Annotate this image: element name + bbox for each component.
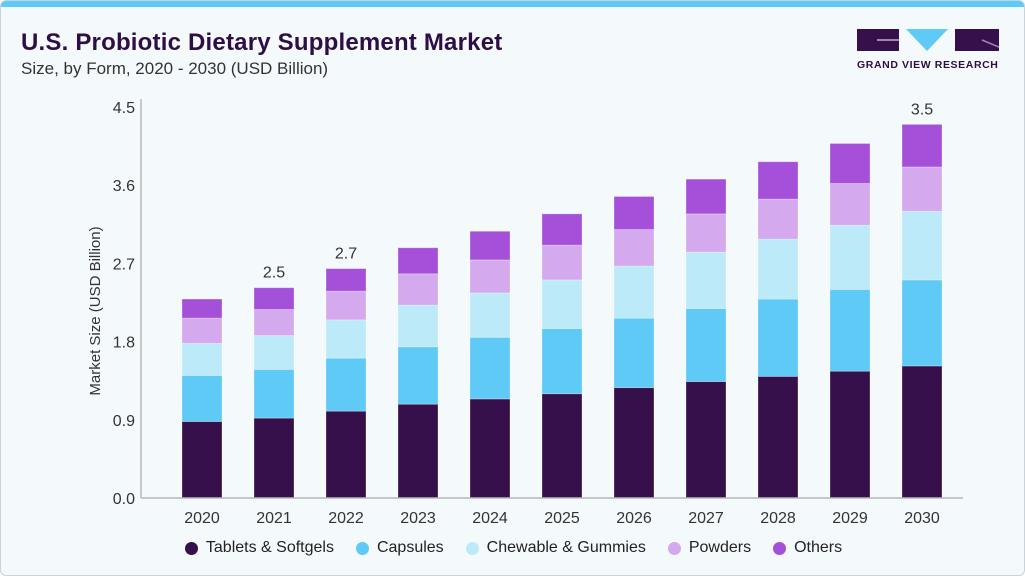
- legend-label: Powders: [688, 539, 752, 556]
- bar-segment-others-2023: [397, 247, 439, 275]
- y-tick-label: 0.9: [113, 413, 135, 430]
- legend-item: Powders: [667, 539, 752, 557]
- legend-label: Chewable & Gummies: [486, 539, 646, 556]
- bar-segment-chewable-gummies-2028: [757, 238, 799, 300]
- bar-segment-chewable-gummies-2025: [541, 279, 583, 329]
- bar-segment-others-2021: [253, 287, 295, 310]
- bar-segment-chewable-gummies-2024: [469, 292, 511, 338]
- bar-segment-capsules-2022: [325, 357, 367, 412]
- bar-segment-tablets-softgels-2030: [901, 365, 943, 499]
- legend-label: Others: [794, 539, 843, 556]
- y-axis-label: Market Size (USD Billion): [87, 226, 104, 395]
- legend-swatch: [184, 541, 198, 555]
- bar-segment-capsules-2028: [757, 298, 799, 377]
- bar-segment-others-2020: [181, 298, 223, 319]
- bar-segment-tablets-softgels-2021: [253, 417, 295, 499]
- data-label-2021: 2.5: [263, 265, 285, 282]
- bar-segment-tablets-softgels-2027: [685, 381, 727, 499]
- data-label-2022: 2.7: [335, 246, 357, 263]
- x-tick-label: 2026: [616, 510, 652, 527]
- legend-item: Others: [773, 539, 842, 557]
- bar-segment-powders-2021: [253, 309, 295, 336]
- bar-segment-others-2027: [685, 178, 727, 215]
- bar-segment-powders-2028: [757, 198, 799, 240]
- bar-segment-powders-2020: [181, 317, 223, 344]
- bar-segment-tablets-softgels-2024: [469, 398, 511, 499]
- bar-segment-capsules-2021: [253, 369, 295, 419]
- bar-segment-others-2026: [613, 196, 655, 230]
- x-tick-label: 2030: [904, 510, 940, 527]
- y-tick-label: 2.7: [113, 256, 135, 273]
- bar-segment-chewable-gummies-2027: [685, 251, 727, 309]
- bar-segment-capsules-2027: [685, 308, 727, 382]
- grand-view-research-logo: [857, 29, 999, 51]
- bar-segment-capsules-2024: [469, 336, 511, 400]
- bar-segment-powders-2025: [541, 244, 583, 281]
- bar-segment-capsules-2025: [541, 328, 583, 395]
- x-tick-label: 2021: [256, 510, 292, 527]
- x-tick-label: 2027: [688, 510, 724, 527]
- x-tick-label: 2024: [472, 510, 508, 527]
- logo-text: GRAND VIEW RESEARCH: [857, 59, 999, 71]
- bar-segment-chewable-gummies-2029: [829, 224, 871, 290]
- bar-segment-chewable-gummies-2021: [253, 335, 295, 370]
- accent-strip: [1, 1, 1024, 7]
- legend-swatch: [667, 541, 681, 555]
- bar-segment-powders-2026: [613, 229, 655, 267]
- legend-swatch: [773, 541, 787, 555]
- bar-segment-powders-2030: [901, 166, 943, 212]
- bar-segment-tablets-softgels-2025: [541, 393, 583, 499]
- x-tick-label: 2023: [400, 510, 436, 527]
- bar-segment-capsules-2029: [829, 289, 871, 372]
- bar-segment-others-2022: [325, 268, 367, 292]
- bar-segment-tablets-softgels-2026: [613, 387, 655, 499]
- legend-label: Capsules: [376, 539, 444, 556]
- legend: Tablets & Softgels Capsules Chewable & Gum…: [1, 539, 1024, 557]
- bar-segment-powders-2024: [469, 259, 511, 294]
- chart-subtitle: Size, by Form, 2020 - 2030 (USD Billion): [21, 59, 329, 78]
- bar-segment-capsules-2026: [613, 317, 655, 389]
- y-tick-label: 4.5: [113, 100, 135, 117]
- bar-segment-tablets-softgels-2020: [181, 421, 223, 499]
- bar-segment-capsules-2023: [397, 346, 439, 405]
- legend-swatch: [355, 541, 369, 555]
- bar-segment-chewable-gummies-2022: [325, 319, 367, 359]
- x-tick-label: 2029: [832, 510, 868, 527]
- legend-swatch: [465, 541, 479, 555]
- legend-item: Chewable & Gummies: [465, 539, 646, 557]
- legend-label: Tablets & Softgels: [205, 539, 334, 556]
- bar-segment-tablets-softgels-2023: [397, 403, 439, 499]
- bar-segment-capsules-2020: [181, 375, 223, 422]
- x-tick-label: 2022: [328, 510, 364, 527]
- bar-segment-chewable-gummies-2023: [397, 304, 439, 348]
- y-tick-label: 3.6: [113, 178, 135, 195]
- bar-segment-others-2029: [829, 143, 871, 184]
- bar-segment-powders-2027: [685, 213, 727, 253]
- y-tick-label: 1.8: [113, 335, 135, 352]
- bar-segment-tablets-softgels-2022: [325, 410, 367, 499]
- y-tick-label: 0.0: [113, 491, 135, 508]
- legend-item: Capsules: [355, 539, 444, 557]
- data-label-2030: 3.5: [911, 101, 933, 118]
- bar-segment-capsules-2030: [901, 279, 943, 367]
- bar-segment-others-2025: [541, 213, 583, 246]
- bar-segment-powders-2029: [829, 183, 871, 226]
- bar-segment-chewable-gummies-2020: [181, 342, 223, 376]
- legend-item: Tablets & Softgels: [184, 539, 334, 557]
- bar-segment-chewable-gummies-2026: [613, 265, 655, 319]
- bar-segment-tablets-softgels-2028: [757, 375, 799, 499]
- x-tick-label: 2028: [760, 510, 796, 527]
- bar-segment-others-2028: [757, 161, 799, 200]
- x-tick-label: 2025: [544, 510, 580, 527]
- bar-segment-others-2030: [901, 123, 943, 168]
- chart-title: U.S. Probiotic Dietary Supplement Market: [21, 29, 503, 56]
- x-tick-label: 2020: [184, 510, 220, 527]
- bar-segment-chewable-gummies-2030: [901, 210, 943, 281]
- bar-segment-powders-2023: [397, 273, 439, 306]
- bar-segment-powders-2022: [325, 290, 367, 321]
- bar-segment-tablets-softgels-2029: [829, 370, 871, 499]
- bar-segment-others-2024: [469, 230, 511, 261]
